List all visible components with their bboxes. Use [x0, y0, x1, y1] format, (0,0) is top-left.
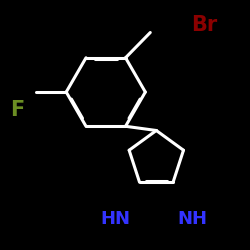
Text: F: F — [10, 100, 24, 119]
Text: NH: NH — [178, 210, 208, 228]
Text: Br: Br — [191, 15, 217, 35]
Text: HN: HN — [101, 210, 131, 228]
